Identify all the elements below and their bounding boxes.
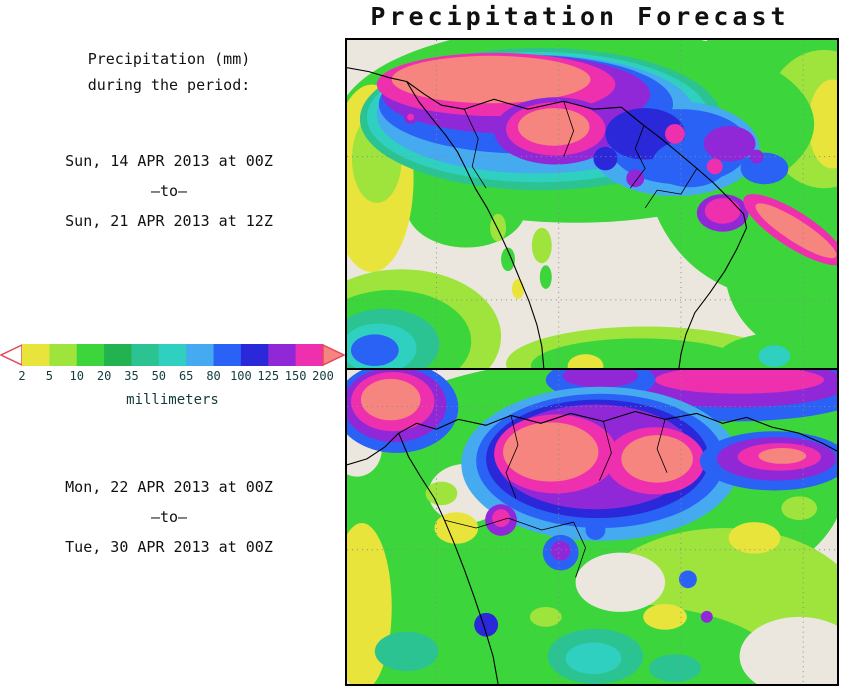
period-2-dates: Mon, 22 APR 2013 at 00Z –to– Tue, 30 APR…: [8, 472, 330, 562]
period1-end: Sun, 21 APR 2013 at 12Z: [65, 212, 273, 230]
sidebar: Precipitation (mm) during the period: Su…: [0, 0, 346, 694]
legend-tick-label: 2: [18, 369, 25, 383]
legend-tick-label: 125: [257, 369, 279, 383]
legend-color-box: [295, 344, 324, 366]
heading-line1: Precipitation (mm): [87, 50, 251, 68]
legend-color-box: [158, 344, 187, 366]
legend-arrow-over-max: [322, 343, 346, 367]
legend-tick-label: 35: [124, 369, 138, 383]
legend-color-box: [22, 344, 50, 366]
period2-start: Mon, 22 APR 2013 at 00Z: [65, 478, 273, 496]
coastline-period2: [347, 410, 837, 684]
period-1-dates: Sun, 14 APR 2013 at 00Z –to– Sun, 21 APR…: [8, 146, 330, 236]
legend-unit-label: millimeters: [126, 392, 219, 408]
legend-color-box: [131, 344, 160, 366]
legend-tick-label: 50: [152, 369, 166, 383]
legend-tick-label: 5: [46, 369, 53, 383]
legend-tick-label: 80: [206, 369, 220, 383]
color-scale-bar: 2 5 10 20 35 50 65 80 100 125 150 200: [0, 343, 346, 390]
period2-end: Tue, 30 APR 2013 at 00Z: [65, 538, 273, 556]
legend-tick-label: 150: [285, 369, 307, 383]
legend-color-box: [104, 344, 132, 366]
legend-color-box: [240, 344, 269, 366]
legend-tick-label: 200: [312, 369, 334, 383]
graticule-period1: [347, 40, 837, 368]
period1-separator: –to–: [150, 182, 188, 200]
map-panels: [345, 38, 839, 686]
color-scale-svg: 2 5 10 20 35 50 65 80 100 125 150 200: [0, 343, 346, 383]
precip-map-period2: [347, 370, 837, 684]
legend-arrow-under-min: [0, 343, 23, 367]
legend-heading: Precipitation (mm) during the period:: [8, 46, 330, 98]
legend-tick-label: 20: [97, 369, 111, 383]
legend-color-box: [213, 344, 242, 366]
legend-tick-label: 65: [179, 369, 193, 383]
map-panel-period1: [345, 38, 839, 370]
legend-color-box: [186, 344, 214, 366]
color-scale: 2 5 10 20 35 50 65 80 100 125 150 200 millimeters: [0, 343, 346, 408]
graticule-period2: [347, 370, 837, 684]
legend-tick-label: 10: [70, 369, 84, 383]
legend-color-box: [49, 344, 78, 366]
precip-map-period1: [347, 40, 837, 368]
page-title: Precipitation Forecast: [370, 2, 790, 31]
coastline-period1: [347, 67, 748, 368]
period2-separator: –to–: [150, 508, 188, 526]
period1-start: Sun, 14 APR 2013 at 00Z: [65, 152, 273, 170]
legend-tick-label: 100: [230, 369, 252, 383]
legend-color-box: [76, 344, 105, 366]
legend-color-box: [268, 344, 297, 366]
map-panel-period2: [345, 368, 839, 686]
heading-line2: during the period:: [87, 76, 251, 94]
